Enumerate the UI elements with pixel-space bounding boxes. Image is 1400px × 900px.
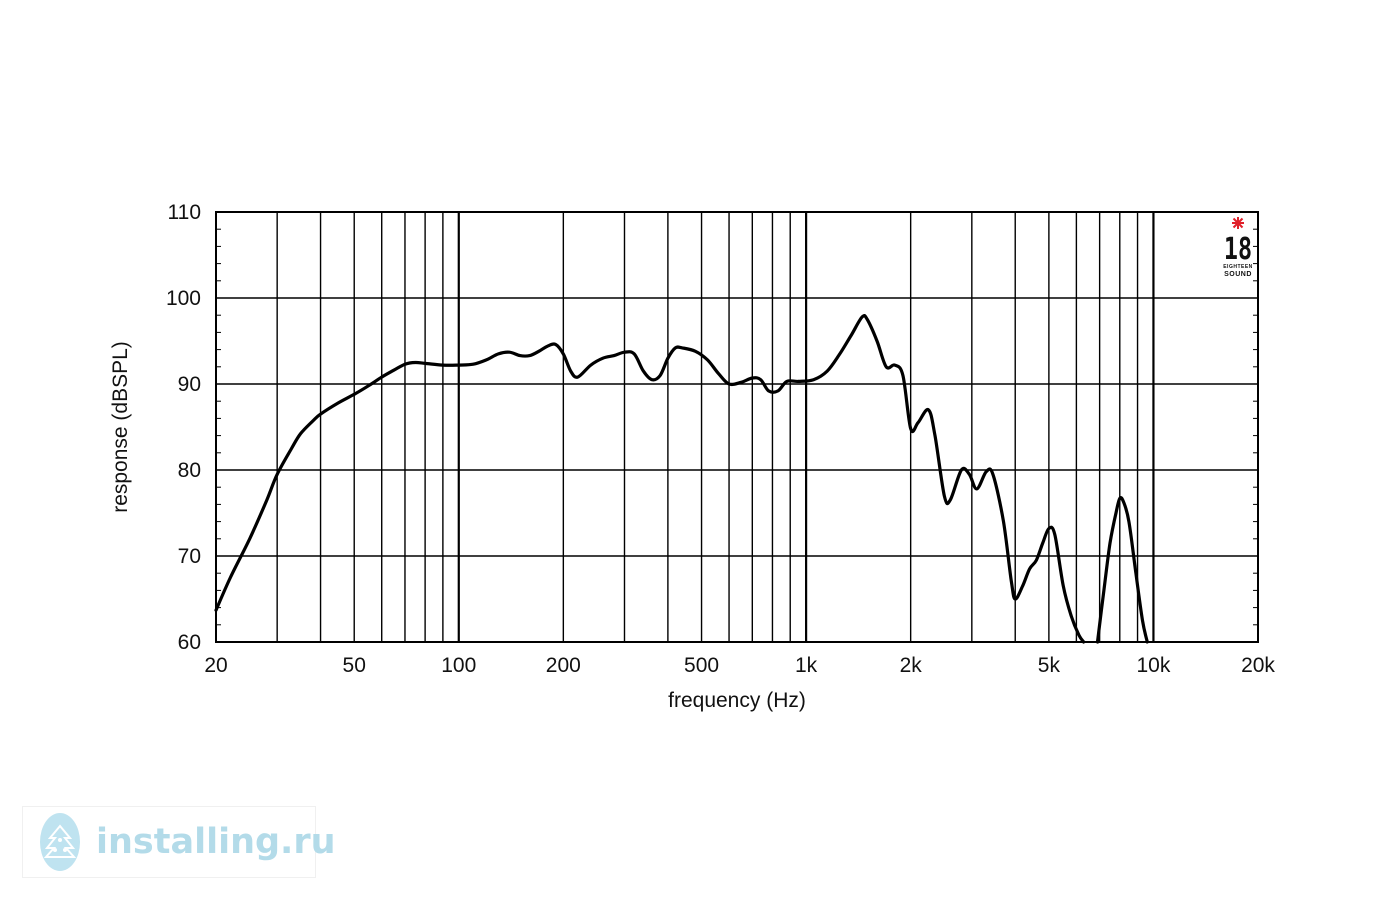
- x-tick-label: 1k: [795, 654, 818, 677]
- x-tick-label: 5k: [1038, 654, 1061, 677]
- x-tick-label: 200: [546, 654, 581, 677]
- red-star-icon: [1232, 217, 1244, 229]
- x-tick-label: 2k: [900, 654, 923, 677]
- y-tick-label: 60: [178, 631, 201, 654]
- x-tick-label: 10k: [1137, 654, 1171, 677]
- x-tick-label: 20k: [1241, 654, 1275, 677]
- logo-number: 18: [1224, 232, 1252, 267]
- eighteen-sound-logo: 18 EIGHTEEN SOUND: [1223, 217, 1253, 278]
- x-tick-labels: 20 50 100 200 500 1k 2k 5k 10k 20k: [204, 654, 1275, 677]
- watermark: installing.ru: [22, 806, 336, 878]
- y-tick-label: 100: [166, 287, 201, 310]
- logo-line2: SOUND: [1224, 271, 1252, 278]
- x-tick-label: 50: [343, 654, 366, 677]
- response-curve: [1095, 496, 1149, 644]
- series-layer: [214, 313, 1149, 644]
- response-curve: [214, 313, 1086, 644]
- grid-lines: [216, 212, 1258, 642]
- y-tick-labels: 60 70 80 90 100 110: [166, 201, 201, 654]
- watermark-logo-icon: [40, 813, 80, 871]
- x-tick-label: 100: [441, 654, 476, 677]
- y-tick-label: 110: [168, 201, 201, 224]
- watermark-text: installing.ru: [96, 822, 336, 862]
- y-tick-label: 80: [178, 459, 201, 482]
- y-tick-label: 70: [178, 545, 201, 568]
- plot-frame: [215, 211, 1259, 643]
- x-tick-label: 20: [204, 654, 227, 677]
- logo-line1: EIGHTEEN: [1223, 264, 1253, 270]
- y-axis-title: response (dBSPL): [109, 341, 132, 513]
- x-tick-label: 500: [684, 654, 719, 677]
- y-tick-label: 90: [178, 373, 201, 396]
- x-axis-title: frequency (Hz): [668, 689, 806, 712]
- tree-icon: [43, 824, 77, 858]
- axis-ticks: [216, 228, 1258, 626]
